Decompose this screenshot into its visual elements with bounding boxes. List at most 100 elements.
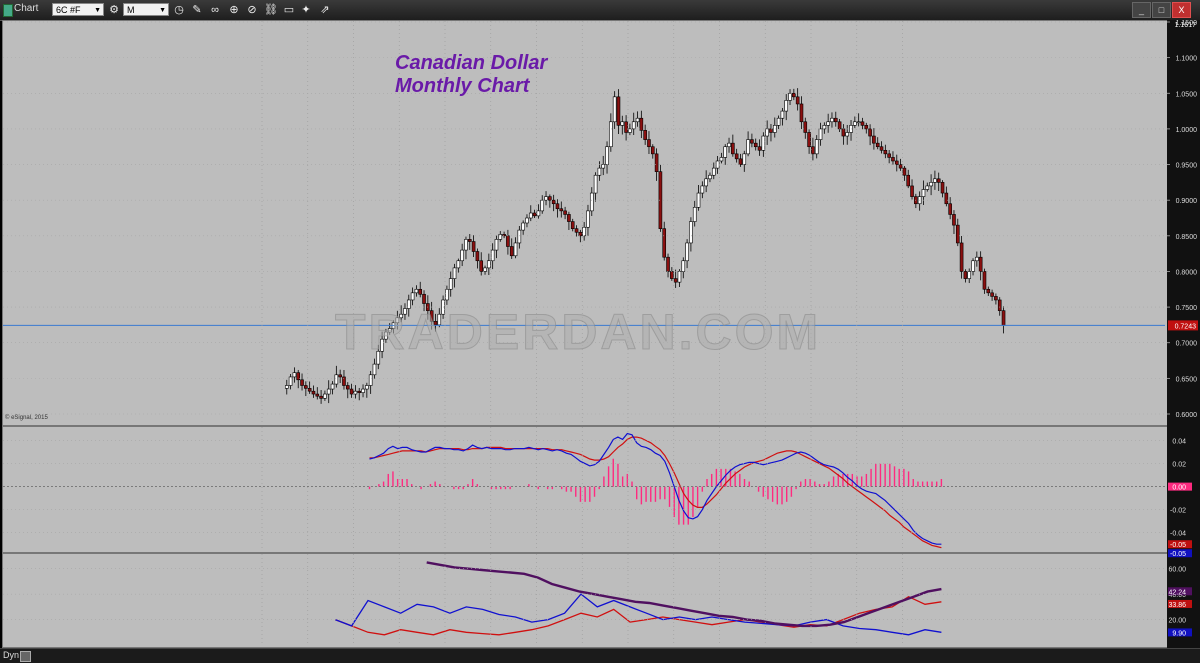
candle-body [597, 167, 602, 176]
candle-body [967, 271, 972, 279]
candle-body [845, 132, 850, 137]
interval-select[interactable]: M ▼ [123, 3, 169, 16]
interval-value: M [127, 5, 135, 15]
minimize-button[interactable]: _ [1132, 2, 1151, 18]
candle-body [776, 117, 781, 126]
maximize-button[interactable]: □ [1152, 2, 1171, 18]
candle-body [532, 212, 537, 217]
candle-body [673, 278, 678, 283]
draw-icon[interactable]: ✎ [192, 4, 202, 16]
candle-body [963, 271, 968, 279]
candle-body [601, 164, 606, 169]
candle-body [731, 142, 735, 155]
candle-body [315, 393, 320, 397]
candle-body [925, 185, 930, 190]
macd-y-tick-label: -0.02 [1170, 508, 1186, 515]
candle-body [395, 317, 400, 324]
candle-body [670, 271, 674, 279]
candle-body [841, 128, 846, 137]
clock-icon[interactable]: ◷ [174, 4, 184, 16]
candle-body [365, 385, 369, 390]
candle-body [830, 117, 834, 123]
add-icon[interactable]: ⊕ [229, 4, 239, 16]
candle-body [380, 338, 384, 352]
candle-body [990, 292, 994, 297]
cross-icon[interactable]: ⊘ [247, 4, 257, 16]
candle-body [696, 192, 701, 208]
candle-body [902, 167, 907, 176]
axes: 2001200220032004200520062007200820092010… [3, 20, 1198, 659]
candle-body [456, 260, 461, 269]
candle-body [948, 203, 952, 215]
symbol-input[interactable]: 6C #F ▼ [52, 3, 104, 16]
candle-body [906, 174, 911, 187]
twitter-icon[interactable]: ✦ [301, 4, 311, 16]
y-tick-label: 1.0500 [1176, 91, 1198, 98]
comment-icon[interactable]: ▭ [283, 4, 295, 16]
candle-body [288, 376, 293, 386]
dmi-pane[interactable] [2, 553, 1168, 648]
candle-body [345, 385, 350, 390]
macd-y-tick-label: -0.04 [1170, 531, 1186, 538]
macd-line-label: -0.05 [1170, 551, 1186, 558]
candle-body [471, 241, 476, 252]
candle-body [742, 153, 747, 165]
candle-body [978, 256, 983, 272]
candle-body [994, 296, 998, 301]
dyn-label: Dyn [3, 650, 20, 660]
gear-icon[interactable]: ⚙ [109, 4, 119, 16]
link2-icon[interactable]: ⛓ [264, 4, 278, 16]
candle-body [357, 390, 362, 393]
candle-body [868, 128, 872, 137]
candle-body [799, 103, 804, 123]
link-icon[interactable]: ∞ [211, 4, 219, 16]
candle-body [559, 208, 564, 212]
candle-body [738, 158, 743, 165]
chart-annotation-line2: Monthly Chart [395, 75, 530, 97]
candle-body [654, 153, 659, 172]
candle-body [631, 121, 636, 130]
macd-hist-label: 0.00 [1172, 485, 1186, 492]
dmi-y-tick-label: 60.00 [1168, 567, 1186, 574]
chart-app-icon [3, 4, 13, 17]
dmi-series [334, 561, 942, 636]
candle-body [490, 249, 495, 262]
candle-body [952, 214, 956, 226]
candle-body [692, 207, 697, 222]
y-tick-label: 1.1000 [1176, 56, 1198, 63]
y-tick-label: 1.1500 [1176, 20, 1198, 27]
candle-body [723, 146, 728, 158]
minus-di-badge [1168, 599, 1192, 608]
candle-body [856, 121, 861, 124]
candle-body [475, 251, 480, 262]
dyn-toggle-button[interactable] [20, 651, 31, 662]
y-tick-label: 0.8000 [1176, 269, 1198, 276]
candle-body [765, 128, 769, 137]
candle-body [422, 293, 426, 304]
candle-body [387, 328, 392, 333]
candle-body [875, 142, 880, 148]
price-scale[interactable] [1167, 20, 1200, 426]
candle-body [650, 146, 655, 155]
candle-body [410, 292, 415, 301]
candle-body [872, 135, 876, 144]
macd-pane[interactable] [2, 426, 1168, 553]
price-series [3, 88, 1165, 404]
price-pane[interactable] [2, 20, 1168, 426]
last-price-label: 0.7243 [1175, 323, 1197, 330]
candle-body [513, 242, 518, 257]
share-icon[interactable]: ⇗ [320, 4, 330, 16]
candle-body [368, 374, 373, 386]
close-button[interactable]: X [1172, 2, 1191, 18]
candle-body [685, 242, 689, 262]
candle-body [719, 157, 724, 162]
candle-body [467, 239, 472, 242]
candle-body [494, 239, 499, 251]
candle-body [677, 271, 682, 283]
candle-body [323, 393, 327, 399]
macd-hist-badge [1168, 482, 1192, 491]
y-tick-label: 0.8500 [1176, 234, 1198, 241]
candle-body [753, 142, 758, 148]
candle-body [479, 260, 484, 272]
